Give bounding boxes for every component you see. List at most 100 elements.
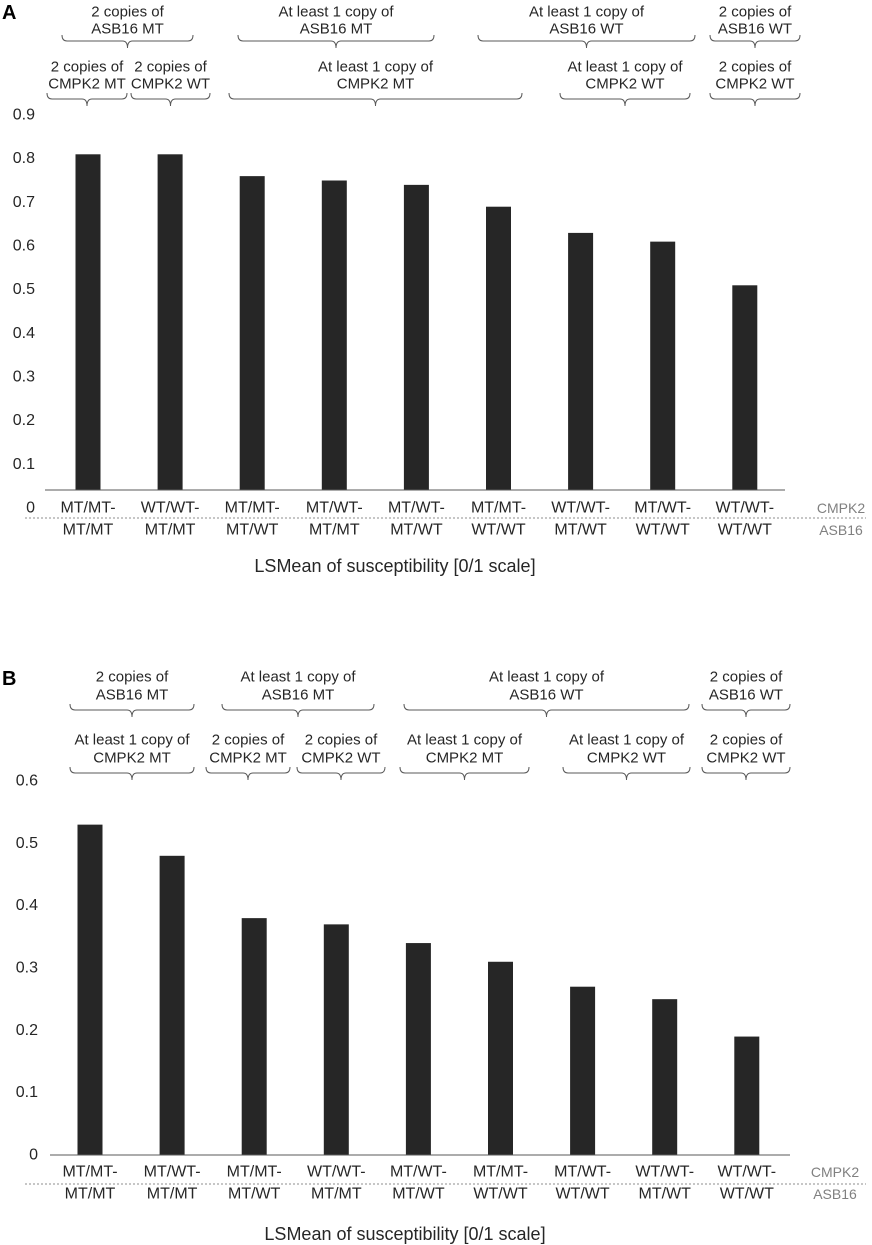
- y-tick-label: 0: [26, 500, 35, 517]
- category-label-cmpk2: WT/WT-: [715, 500, 774, 517]
- y-tick-label: 0.4: [13, 325, 35, 342]
- row-label-cmpk2: CMPK2: [817, 500, 865, 516]
- y-tick-label: 0.6: [13, 238, 35, 255]
- bar-8: [652, 999, 678, 1155]
- bar-9: [732, 285, 758, 490]
- cmpk2-group-brace: [46, 92, 128, 107]
- asb16-group-label: At least 1 copy of: [489, 669, 605, 686]
- category-label-cmpk2: WT/WT-: [141, 500, 200, 517]
- y-tick-label: 0: [29, 1147, 38, 1164]
- bar-4: [321, 180, 347, 490]
- asb16-group-label: ASB16 WT: [709, 687, 783, 704]
- panel-label: A: [2, 2, 16, 24]
- category-label-cmpk2: MT/MT-: [62, 1164, 117, 1181]
- cmpk2-group-brace: [709, 92, 801, 107]
- cmpk2-group-label: CMPK2 WT: [715, 76, 794, 93]
- cmpk2-group-label: CMPK2 MT: [48, 76, 126, 93]
- bar-2: [159, 855, 185, 1155]
- asb16-group-label: At least 1 copy of: [529, 4, 645, 21]
- asb16-group-label: 2 copies of: [96, 669, 169, 686]
- category-label-asb16: MT/WT: [228, 1186, 281, 1203]
- y-tick-label: 0.7: [13, 194, 35, 211]
- category-label-asb16: MT/WT: [392, 1186, 445, 1203]
- category-label-cmpk2: MT/WT-: [390, 1164, 447, 1181]
- bar-7: [570, 986, 596, 1155]
- y-tick-label: 0.5: [13, 281, 35, 298]
- cmpk2-group-brace: [296, 766, 386, 781]
- asb16-group-label: ASB16 MT: [300, 21, 373, 38]
- y-tick-label: 0.4: [16, 897, 38, 914]
- category-label-cmpk2: WT/WT-: [551, 500, 610, 517]
- cmpk2-group-label: CMPK2 MT: [426, 750, 504, 767]
- category-label-asb16: MT/MT: [63, 522, 114, 539]
- y-tick-label: 0.3: [13, 369, 35, 386]
- asb16-group-label: 2 copies of: [719, 4, 792, 21]
- panel-label: B: [2, 668, 16, 690]
- cmpk2-group-label: CMPK2 MT: [209, 750, 287, 767]
- category-label-asb16: WT/WT: [555, 1186, 609, 1203]
- category-label-asb16: MT/MT: [145, 522, 196, 539]
- asb16-group-brace: [709, 34, 801, 49]
- cmpk2-group-brace: [69, 766, 195, 781]
- category-label-asb16: WT/WT: [471, 522, 525, 539]
- category-label-asb16: MT/WT: [554, 522, 607, 539]
- cmpk2-group-label: At least 1 copy of: [407, 732, 523, 749]
- category-label-asb16: MT/MT: [65, 1186, 116, 1203]
- cmpk2-group-label: CMPK2 WT: [706, 750, 785, 767]
- cmpk2-group-brace: [701, 766, 791, 781]
- cmpk2-group-label: At least 1 copy of: [318, 59, 434, 76]
- cmpk2-group-brace: [399, 766, 530, 781]
- asb16-group-label: ASB16 WT: [509, 687, 583, 704]
- category-label-asb16: MT/MT: [147, 1186, 198, 1203]
- category-label-cmpk2: MT/WT-: [554, 1164, 611, 1181]
- cmpk2-group-brace: [205, 766, 291, 781]
- asb16-group-brace: [221, 703, 375, 718]
- cmpk2-group-label: 2 copies of: [710, 732, 783, 749]
- cmpk2-group-brace: [228, 92, 523, 107]
- asb16-group-brace: [237, 34, 435, 49]
- y-tick-label: 0.8: [13, 150, 35, 167]
- category-label-asb16: WT/WT: [718, 522, 772, 539]
- category-label-asb16: MT/MT: [309, 522, 360, 539]
- asb16-group-label: ASB16 WT: [718, 21, 792, 38]
- bar-1: [75, 154, 101, 491]
- cmpk2-group-label: 2 copies of: [305, 732, 378, 749]
- asb16-group-brace: [61, 34, 194, 49]
- bar-6: [488, 961, 513, 1155]
- category-label-cmpk2: MT/MT-: [60, 500, 115, 517]
- category-label-cmpk2: MT/WT-: [388, 500, 445, 517]
- cmpk2-group-label: CMPK2 WT: [301, 750, 380, 767]
- y-tick-label: 0.6: [16, 773, 38, 790]
- asb16-group-label: ASB16 MT: [262, 687, 335, 704]
- cmpk2-group-brace: [562, 766, 691, 781]
- asb16-group-label: At least 1 copy of: [240, 669, 356, 686]
- cmpk2-group-brace: [130, 92, 211, 107]
- category-label-asb16: MT/WT: [390, 522, 443, 539]
- category-label-asb16: MT/MT: [311, 1186, 362, 1203]
- category-label-cmpk2: MT/WT-: [306, 500, 363, 517]
- bar-4: [323, 924, 349, 1155]
- category-label-cmpk2: MT/MT-: [471, 500, 526, 517]
- cmpk2-group-label: At least 1 copy of: [567, 59, 683, 76]
- cmpk2-group-label: At least 1 copy of: [569, 732, 685, 749]
- asb16-group-label: ASB16 MT: [91, 21, 164, 38]
- y-tick-label: 0.1: [16, 1084, 38, 1101]
- category-label-asb16: MT/WT: [638, 1186, 691, 1203]
- asb16-group-brace: [69, 703, 195, 718]
- y-tick-label: 0.3: [16, 960, 38, 977]
- bar-8: [650, 241, 676, 490]
